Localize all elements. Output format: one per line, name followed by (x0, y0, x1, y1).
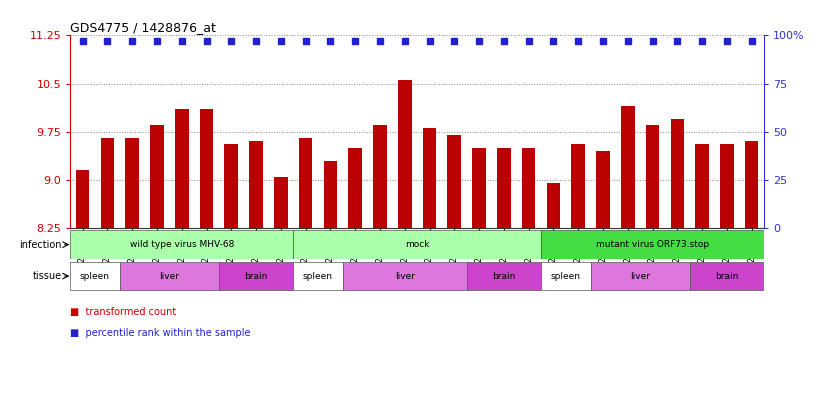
Bar (572, 145, 585, 228)
Bar (448, 135, 461, 228)
Text: mutant virus ORF73.stop: mutant virus ORF73.stop (596, 240, 709, 249)
Text: spleen: spleen (551, 272, 581, 281)
Text: ■  transformed count: ■ transformed count (70, 307, 177, 316)
Text: wild type virus MHV-68: wild type virus MHV-68 (130, 240, 234, 249)
Text: spleen: spleen (303, 272, 333, 281)
Text: spleen: spleen (80, 272, 110, 281)
Text: mock: mock (405, 240, 430, 249)
Text: GDS4775 / 1428876_at: GDS4775 / 1428876_at (70, 21, 216, 34)
Bar (175, 109, 188, 228)
Bar (70, 230, 293, 259)
Bar (200, 109, 213, 228)
Bar (671, 119, 684, 228)
Bar (621, 106, 634, 228)
Bar (695, 145, 709, 228)
Bar (101, 138, 114, 228)
Text: ■  percentile rank within the sample: ■ percentile rank within the sample (70, 328, 251, 338)
Bar (690, 262, 764, 290)
Bar (541, 262, 591, 290)
Bar (225, 145, 238, 228)
Bar (349, 148, 362, 228)
Bar (423, 129, 436, 228)
Bar (76, 170, 89, 228)
Bar (150, 125, 164, 228)
Bar (720, 145, 733, 228)
Bar (646, 125, 659, 228)
Bar (126, 138, 139, 228)
Bar (745, 141, 758, 228)
Bar (343, 262, 467, 290)
Bar (398, 80, 411, 228)
Text: brain: brain (715, 272, 738, 281)
Bar (293, 262, 343, 290)
Bar (299, 138, 312, 228)
Bar (373, 125, 387, 228)
Bar (219, 262, 293, 290)
Text: tissue: tissue (33, 271, 62, 281)
Bar (274, 176, 287, 228)
Text: brain: brain (244, 272, 268, 281)
Bar (249, 141, 263, 228)
Text: liver: liver (630, 272, 650, 281)
Text: brain: brain (492, 272, 515, 281)
Text: liver: liver (395, 272, 415, 281)
Bar (293, 230, 541, 259)
Bar (467, 262, 541, 290)
Bar (596, 151, 610, 228)
Bar (522, 148, 535, 228)
Bar (472, 148, 486, 228)
Text: infection: infection (19, 240, 62, 250)
Bar (120, 262, 219, 290)
Bar (541, 230, 764, 259)
Bar (324, 160, 337, 228)
Bar (547, 183, 560, 228)
Text: liver: liver (159, 272, 179, 281)
Bar (70, 262, 120, 290)
Bar (497, 148, 510, 228)
Bar (591, 262, 690, 290)
